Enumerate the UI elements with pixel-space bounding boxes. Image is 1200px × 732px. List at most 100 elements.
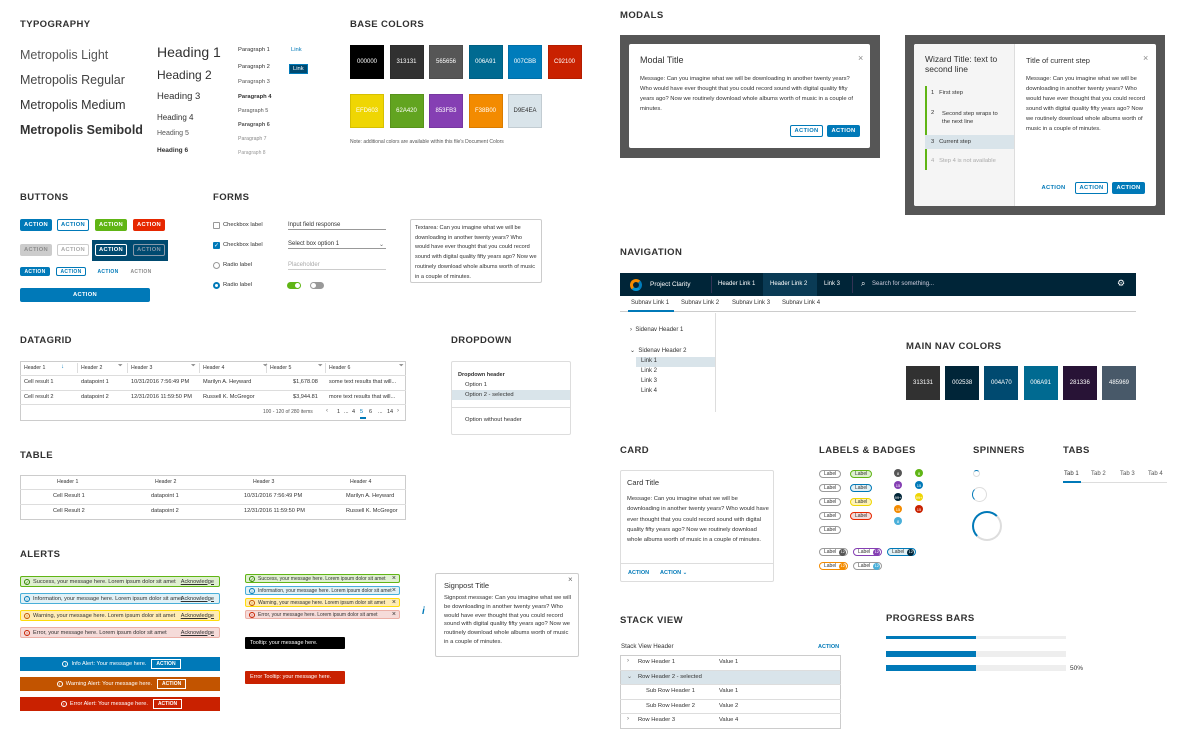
sidenav-link-3[interactable]: Link 3 (641, 378, 658, 384)
pagination-page[interactable]: ... (344, 409, 349, 415)
tab-4[interactable]: Tab 4 (1148, 471, 1163, 477)
stack-view-action[interactable]: ACTION (818, 644, 840, 650)
filter-icon[interactable]: ⏷ (399, 363, 404, 369)
card-action-link[interactable]: ACTION (628, 570, 650, 576)
primary-button[interactable]: ACTION (20, 219, 52, 231)
header-link-1[interactable]: Header Link 1 (718, 281, 756, 287)
inverse-button[interactable]: ACTION (95, 244, 127, 256)
filter-icon[interactable]: ⏷ (118, 363, 123, 369)
success-button[interactable]: ACTION (95, 219, 127, 231)
small-link-button[interactable]: ACTION (97, 268, 119, 275)
sidenav-header-2[interactable]: ⌄ Sidenav Header 2 (630, 348, 687, 354)
sidenav-header-1[interactable]: › Sidenav Header 1 (630, 327, 684, 333)
block-button[interactable]: ACTION (20, 288, 150, 302)
pagination-page[interactable]: 4 (352, 409, 356, 415)
search-input[interactable]: Search for something... (872, 281, 935, 287)
header-link-3[interactable]: Link 3 (824, 281, 841, 287)
wizard-action-link-button[interactable]: ACTION (1041, 185, 1066, 191)
sort-down-icon[interactable]: ↓ (61, 364, 64, 370)
sidenav-link-4[interactable]: Link 4 (641, 388, 658, 394)
select-box[interactable]: Select box option 1 ⌄ (288, 241, 386, 249)
signpost-info-icon[interactable]: i (422, 606, 425, 617)
link-active[interactable]: Link (289, 64, 308, 74)
datagrid-header[interactable]: Header 3 (131, 365, 153, 371)
wizard-step-1[interactable]: 1 First step (931, 90, 963, 96)
dropdown-item-no-header[interactable]: Option without header (465, 417, 522, 423)
datagrid-header[interactable]: Header 4 (203, 365, 225, 371)
tab-1[interactable]: Tab 1 (1064, 471, 1079, 477)
acknowledge-link[interactable]: Acknowledge (180, 595, 214, 602)
checkbox[interactable] (213, 222, 220, 229)
acknowledge-link[interactable]: Acknowledge (180, 612, 214, 619)
chevron-right-icon[interactable]: › (627, 658, 629, 664)
textarea[interactable]: Textarea: Can you imagine what we will b… (410, 219, 542, 283)
close-icon[interactable]: × (391, 587, 396, 594)
wizard-step-3[interactable]: 3 Current step (931, 139, 971, 145)
pagination-page[interactable]: 6 (369, 409, 373, 415)
dropdown-item-selected[interactable]: Option 2 - selected (465, 392, 514, 398)
wizard-action-outline-button[interactable]: ACTION (1075, 182, 1108, 194)
link[interactable]: Link (291, 47, 302, 53)
close-icon[interactable]: × (1143, 53, 1149, 63)
datagrid-header[interactable]: Header 6 (329, 365, 351, 371)
close-icon[interactable]: × (391, 575, 396, 582)
search-icon[interactable]: ⌕ (861, 279, 866, 288)
small-outline-button[interactable]: ACTION (56, 267, 86, 276)
outline-button[interactable]: ACTION (57, 219, 89, 231)
subnav-link-3[interactable]: Subnav Link 3 (732, 300, 771, 306)
datagrid-header[interactable]: Header 1 (24, 365, 46, 371)
close-icon[interactable]: × (391, 611, 396, 618)
chevron-down-icon[interactable]: ⌄ (627, 674, 633, 680)
subnav-link-1[interactable]: Subnav Link 1 (631, 300, 670, 306)
header-link-2[interactable]: Header Link 2 (770, 281, 808, 287)
pagination-page[interactable]: 1 (337, 409, 341, 415)
acknowledge-link[interactable]: Acknowledge (180, 578, 214, 585)
datagrid-header[interactable]: Header 2 (81, 365, 103, 371)
pagination-next-icon[interactable]: › (397, 408, 399, 414)
close-icon[interactable]: × (391, 599, 396, 606)
app-warning-alert: ! Warning Alert: Your message here. ACTION (20, 677, 220, 691)
wizard-action-primary-button[interactable]: ACTION (1112, 182, 1145, 194)
checkbox-checked[interactable]: ✓ (213, 242, 220, 249)
small-primary-button[interactable]: ACTION (20, 267, 50, 276)
close-icon[interactable]: × (858, 53, 864, 63)
pagination-page[interactable]: 5 (360, 409, 364, 415)
modal-action-outline-button[interactable]: ACTION (790, 125, 823, 137)
danger-button[interactable]: ACTION (133, 219, 165, 231)
stack-row-label[interactable]: Row Header 1 (638, 659, 676, 665)
radio[interactable] (213, 262, 220, 269)
pagination-page[interactable]: ... (378, 409, 383, 415)
text-input[interactable]: Input field response (288, 222, 386, 230)
toggle-off[interactable] (310, 282, 324, 289)
app-alert-action-button[interactable]: ACTION (151, 659, 181, 669)
wizard-step-2[interactable]: Second step wraps to the next line (942, 111, 998, 125)
subnav-link-4[interactable]: Subnav Link 4 (782, 300, 821, 306)
subnav-link-2[interactable]: Subnav Link 2 (681, 300, 720, 306)
tab-2[interactable]: Tab 2 (1091, 471, 1106, 477)
app-alert-action-button[interactable]: ACTION (157, 679, 187, 689)
card-action-dropdown[interactable]: ACTION ⌄ (660, 570, 688, 576)
stack-row-label-selected[interactable]: Row Header 2 - selected (638, 674, 702, 680)
acknowledge-link[interactable]: Acknowledge (180, 629, 214, 636)
sidenav-link-2[interactable]: Link 2 (641, 368, 658, 374)
tab-3[interactable]: Tab 3 (1120, 471, 1135, 477)
placeholder-input[interactable]: Placeholder (288, 262, 386, 270)
close-icon[interactable]: × (568, 575, 573, 584)
pagination-page[interactable]: 14 (387, 409, 394, 415)
toggle-on[interactable] (287, 282, 301, 289)
filter-icon[interactable]: ⏷ (191, 363, 196, 369)
modal-action-primary-button[interactable]: ACTION (827, 125, 860, 137)
radio-selected[interactable] (213, 282, 220, 289)
brand-name[interactable]: Project Clarity (650, 281, 691, 288)
gear-icon[interactable]: ⚙ (1117, 278, 1126, 288)
filter-icon[interactable]: ⏷ (318, 363, 323, 369)
datagrid-header[interactable]: Header 5 (270, 365, 292, 371)
sidenav-link-1[interactable]: Link 1 (641, 358, 658, 364)
filter-icon[interactable]: ⏷ (263, 363, 268, 369)
app-alert-action-button[interactable]: ACTION (152, 699, 183, 709)
stack-subrow-label: Sub Row Header 1 (646, 688, 695, 694)
stack-row-label[interactable]: Row Header 3 (638, 717, 676, 723)
pagination-prev-icon[interactable]: ‹ (326, 408, 328, 414)
dropdown-item[interactable]: Option 1 (465, 382, 487, 388)
chevron-right-icon[interactable]: › (627, 716, 629, 722)
